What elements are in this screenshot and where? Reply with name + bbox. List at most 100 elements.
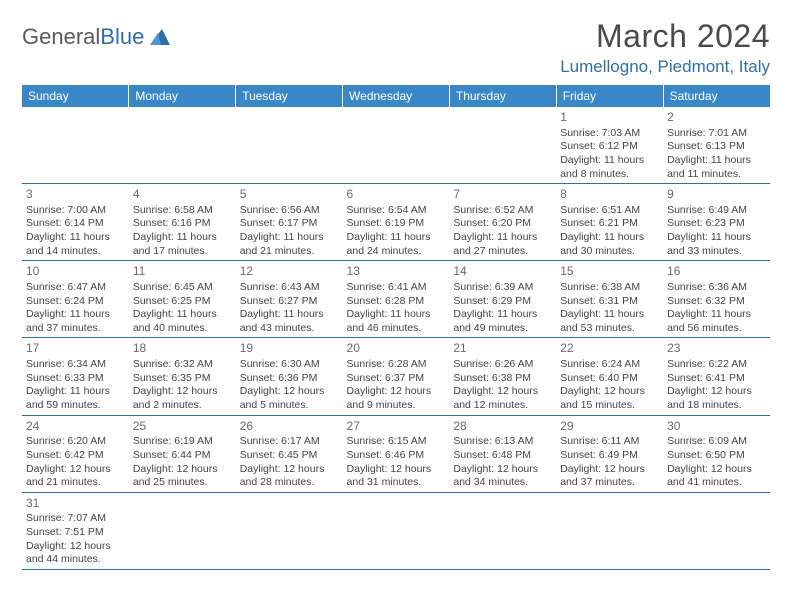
daylight-text: and 59 minutes. — [26, 399, 125, 413]
day-cell: 15Sunrise: 6:38 AMSunset: 6:31 PMDayligh… — [556, 261, 663, 338]
daylight-text: Daylight: 12 hours — [453, 385, 552, 399]
day-number: 8 — [560, 187, 659, 203]
daylight-text: and 30 minutes. — [560, 245, 659, 259]
day-cell: 3Sunrise: 7:00 AMSunset: 6:14 PMDaylight… — [22, 184, 129, 261]
day-number: 20 — [347, 341, 446, 357]
daylight-text: Daylight: 11 hours — [26, 308, 125, 322]
sunset-text: Sunset: 6:12 PM — [560, 140, 659, 154]
sunset-text: Sunset: 6:40 PM — [560, 372, 659, 386]
day-cell: 18Sunrise: 6:32 AMSunset: 6:35 PMDayligh… — [129, 338, 236, 415]
sunset-text: Sunset: 6:16 PM — [133, 217, 232, 231]
day-number: 16 — [667, 264, 766, 280]
sunrise-text: Sunrise: 7:07 AM — [26, 512, 125, 526]
empty-cell — [22, 107, 129, 184]
daylight-text: Daylight: 11 hours — [133, 231, 232, 245]
day-number: 23 — [667, 341, 766, 357]
daylight-text: Daylight: 11 hours — [560, 308, 659, 322]
day-header: Saturday — [663, 85, 770, 107]
day-cell: 30Sunrise: 6:09 AMSunset: 6:50 PMDayligh… — [663, 415, 770, 492]
day-number: 15 — [560, 264, 659, 280]
daylight-text: and 41 minutes. — [667, 476, 766, 490]
sunrise-text: Sunrise: 6:30 AM — [240, 358, 339, 372]
day-header: Tuesday — [236, 85, 343, 107]
empty-cell — [236, 492, 343, 569]
sunrise-text: Sunrise: 6:58 AM — [133, 204, 232, 218]
daylight-text: Daylight: 11 hours — [240, 231, 339, 245]
daylight-text: Daylight: 12 hours — [560, 385, 659, 399]
day-header-row: SundayMondayTuesdayWednesdayThursdayFrid… — [22, 85, 770, 107]
sunrise-text: Sunrise: 6:20 AM — [26, 435, 125, 449]
daylight-text: and 27 minutes. — [453, 245, 552, 259]
daylight-text: Daylight: 12 hours — [667, 463, 766, 477]
daylight-text: Daylight: 12 hours — [26, 463, 125, 477]
sunrise-text: Sunrise: 7:01 AM — [667, 127, 766, 141]
day-number: 3 — [26, 187, 125, 203]
header: GeneralBlue March 2024 Lumellogno, Piedm… — [22, 18, 770, 77]
daylight-text: and 8 minutes. — [560, 168, 659, 182]
sunrise-text: Sunrise: 6:41 AM — [347, 281, 446, 295]
daylight-text: Daylight: 11 hours — [26, 385, 125, 399]
sunset-text: Sunset: 6:28 PM — [347, 295, 446, 309]
sunset-text: Sunset: 6:17 PM — [240, 217, 339, 231]
daylight-text: Daylight: 12 hours — [133, 463, 232, 477]
sunset-text: Sunset: 6:21 PM — [560, 217, 659, 231]
sunset-text: Sunset: 6:29 PM — [453, 295, 552, 309]
sunset-text: Sunset: 6:25 PM — [133, 295, 232, 309]
daylight-text: Daylight: 12 hours — [453, 463, 552, 477]
sunrise-text: Sunrise: 7:00 AM — [26, 204, 125, 218]
sunrise-text: Sunrise: 6:15 AM — [347, 435, 446, 449]
sunset-text: Sunset: 6:19 PM — [347, 217, 446, 231]
sunset-text: Sunset: 6:50 PM — [667, 449, 766, 463]
daylight-text: and 44 minutes. — [26, 553, 125, 567]
daylight-text: and 53 minutes. — [560, 322, 659, 336]
day-number: 13 — [347, 264, 446, 280]
daylight-text: Daylight: 11 hours — [453, 231, 552, 245]
daylight-text: Daylight: 12 hours — [133, 385, 232, 399]
day-cell: 24Sunrise: 6:20 AMSunset: 6:42 PMDayligh… — [22, 415, 129, 492]
logo-text-1: General — [22, 24, 100, 50]
day-cell: 27Sunrise: 6:15 AMSunset: 6:46 PMDayligh… — [343, 415, 450, 492]
day-cell: 22Sunrise: 6:24 AMSunset: 6:40 PMDayligh… — [556, 338, 663, 415]
daylight-text: and 34 minutes. — [453, 476, 552, 490]
sunset-text: Sunset: 6:32 PM — [667, 295, 766, 309]
sunrise-text: Sunrise: 6:11 AM — [560, 435, 659, 449]
sunrise-text: Sunrise: 6:32 AM — [133, 358, 232, 372]
daylight-text: and 46 minutes. — [347, 322, 446, 336]
daylight-text: and 2 minutes. — [133, 399, 232, 413]
day-cell: 16Sunrise: 6:36 AMSunset: 6:32 PMDayligh… — [663, 261, 770, 338]
day-number: 22 — [560, 341, 659, 357]
day-header: Friday — [556, 85, 663, 107]
daylight-text: and 11 minutes. — [667, 168, 766, 182]
daylight-text: Daylight: 11 hours — [560, 154, 659, 168]
daylight-text: and 21 minutes. — [240, 245, 339, 259]
day-header: Sunday — [22, 85, 129, 107]
sunrise-text: Sunrise: 6:54 AM — [347, 204, 446, 218]
daylight-text: and 9 minutes. — [347, 399, 446, 413]
day-cell: 21Sunrise: 6:26 AMSunset: 6:38 PMDayligh… — [449, 338, 556, 415]
sunset-text: Sunset: 6:38 PM — [453, 372, 552, 386]
daylight-text: Daylight: 11 hours — [667, 231, 766, 245]
calendar-row: 1Sunrise: 7:03 AMSunset: 6:12 PMDaylight… — [22, 107, 770, 184]
day-header: Wednesday — [343, 85, 450, 107]
sunrise-text: Sunrise: 6:28 AM — [347, 358, 446, 372]
daylight-text: and 56 minutes. — [667, 322, 766, 336]
logo-text-2: Blue — [100, 24, 144, 50]
day-cell: 19Sunrise: 6:30 AMSunset: 6:36 PMDayligh… — [236, 338, 343, 415]
daylight-text: Daylight: 12 hours — [240, 385, 339, 399]
month-title: March 2024 — [560, 18, 770, 55]
daylight-text: Daylight: 12 hours — [560, 463, 659, 477]
sunset-text: Sunset: 6:46 PM — [347, 449, 446, 463]
day-number: 10 — [26, 264, 125, 280]
daylight-text: and 49 minutes. — [453, 322, 552, 336]
sunset-text: Sunset: 6:42 PM — [26, 449, 125, 463]
day-cell: 9Sunrise: 6:49 AMSunset: 6:23 PMDaylight… — [663, 184, 770, 261]
calendar-row: 3Sunrise: 7:00 AMSunset: 6:14 PMDaylight… — [22, 184, 770, 261]
sunrise-text: Sunrise: 6:36 AM — [667, 281, 766, 295]
calendar-row: 24Sunrise: 6:20 AMSunset: 6:42 PMDayligh… — [22, 415, 770, 492]
sunset-text: Sunset: 6:33 PM — [26, 372, 125, 386]
sunrise-text: Sunrise: 6:56 AM — [240, 204, 339, 218]
sunrise-text: Sunrise: 6:45 AM — [133, 281, 232, 295]
day-number: 26 — [240, 419, 339, 435]
empty-cell — [236, 107, 343, 184]
day-cell: 14Sunrise: 6:39 AMSunset: 6:29 PMDayligh… — [449, 261, 556, 338]
